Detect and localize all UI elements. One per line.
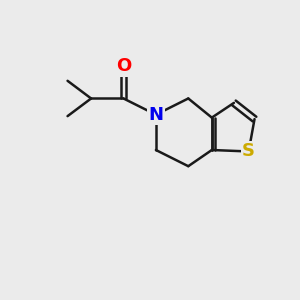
Text: O: O [116, 57, 131, 75]
Text: S: S [242, 142, 255, 160]
Text: N: N [148, 106, 164, 124]
